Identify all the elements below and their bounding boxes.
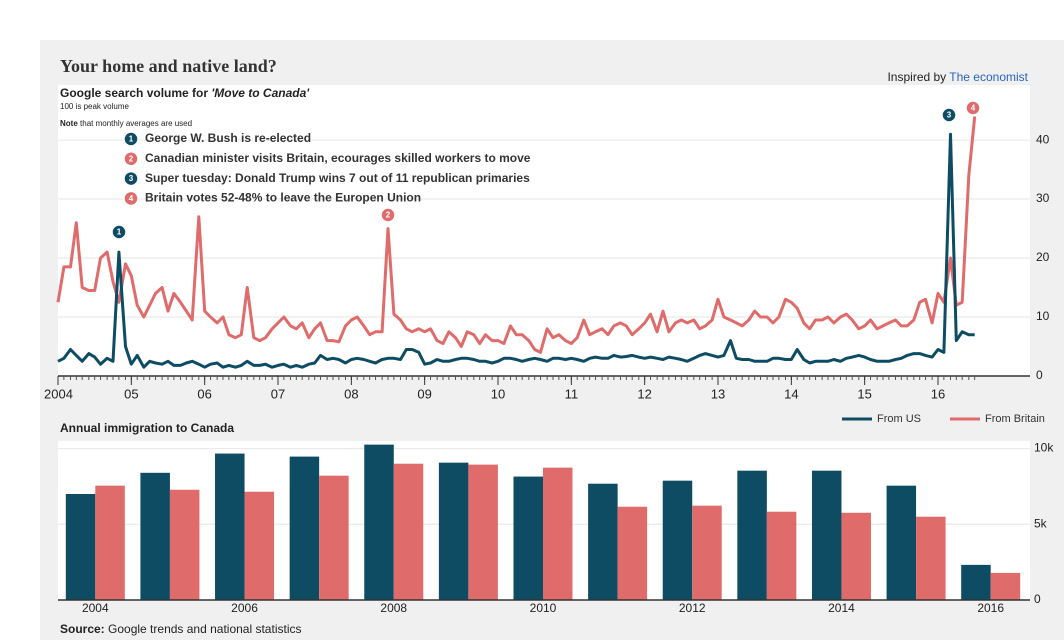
bar <box>811 470 842 600</box>
y-tick-label: 20 <box>1036 250 1050 264</box>
x-tick-label: 15 <box>857 386 871 401</box>
annotation-number: 1 <box>117 228 122 237</box>
annotation-text: Canadian minister visits Britain, ecoura… <box>145 151 531 165</box>
legend-marker <box>123 190 139 207</box>
bar <box>916 516 946 600</box>
bar <box>468 464 498 600</box>
x-tick-label: 2006 <box>231 601 258 615</box>
bar <box>319 475 349 600</box>
bar <box>289 456 320 600</box>
bar <box>65 494 96 600</box>
peak-note: 100 is peak volume <box>60 102 129 111</box>
legend-number: 4 <box>129 194 134 203</box>
bar <box>886 485 917 600</box>
x-tick-label: 14 <box>784 386 798 401</box>
legend-marker <box>123 170 139 187</box>
annotation-text: Super tuesday: Donald Trump wins 7 out o… <box>145 171 530 185</box>
annotation-marker <box>111 224 127 240</box>
x-tick-label: 07 <box>271 386 285 401</box>
bar <box>662 480 693 600</box>
legend-number: 1 <box>129 135 134 144</box>
x-tick-label: 06 <box>197 386 211 401</box>
legend-label: From Britain <box>985 413 1045 425</box>
x-tick-label: 16 <box>931 386 945 401</box>
credit: Inspired by The economist <box>887 70 1028 84</box>
bar <box>215 453 245 600</box>
bar <box>393 463 424 600</box>
annotation-marker <box>941 107 957 123</box>
bar-title: Annual immigration to Canada <box>60 421 234 435</box>
x-tick-label: 2008 <box>380 601 407 615</box>
bar <box>364 444 394 600</box>
y-tick-label: 0 <box>1034 592 1041 606</box>
legend-number: 3 <box>129 174 134 183</box>
x-tick-label: 13 <box>711 386 725 401</box>
annotation-number: 2 <box>386 211 391 220</box>
note-label: Note <box>60 119 78 128</box>
credit-prefix: Inspired by <box>887 70 946 84</box>
annotation-number: 3 <box>947 111 952 120</box>
bar <box>737 470 767 600</box>
legend-marker <box>123 131 139 147</box>
line-series <box>56 116 977 354</box>
plot-background <box>58 85 1030 376</box>
bar <box>140 472 170 600</box>
bar <box>766 511 797 600</box>
y-tick-label: 10k <box>1034 441 1054 455</box>
legend-marker <box>123 151 139 167</box>
bar <box>961 564 991 600</box>
x-tick-label: 05 <box>124 386 138 401</box>
x-tick-label: 08 <box>344 386 358 401</box>
legend-number: 2 <box>129 154 134 163</box>
credit-link[interactable]: The economist <box>949 70 1028 84</box>
bar <box>438 462 469 600</box>
bar <box>692 505 722 600</box>
x-tick-label: 09 <box>417 386 431 401</box>
bar <box>617 506 648 600</box>
y-tick-label: 40 <box>1036 132 1050 146</box>
annotation-text: Britain votes 52-48% to leave the Europe… <box>145 191 421 205</box>
y-tick-label: 10 <box>1036 309 1050 323</box>
y-tick-label: 0 <box>1036 368 1043 382</box>
note: Note that monthly averages are used <box>60 119 192 128</box>
annotation-text: George W. Bush is re-elected <box>145 131 311 145</box>
subtitle-query: 'Move to Canada' <box>211 86 310 100</box>
bar <box>244 491 275 600</box>
bar <box>513 476 543 600</box>
x-tick-label: 2010 <box>530 601 557 615</box>
x-tick-label: 11 <box>565 386 579 401</box>
source: Source: Google trends and national stati… <box>60 622 301 636</box>
annotation-marker <box>380 207 396 223</box>
subtitle: Google search volume for 'Move to Canada… <box>60 86 310 100</box>
x-tick-label: 2014 <box>828 601 855 615</box>
x-tick-label: 2016 <box>977 601 1004 615</box>
y-tick-label: 5k <box>1034 516 1048 530</box>
y-tick-label: 30 <box>1036 191 1050 205</box>
source-text: Google trends and national statistics <box>108 622 301 636</box>
x-tick-label: 2004 <box>82 601 109 615</box>
annotation-number: 4 <box>971 104 976 113</box>
bar <box>588 483 618 600</box>
x-tick-label: 2004 <box>44 386 73 401</box>
line-series <box>57 132 975 369</box>
bar <box>990 572 1021 600</box>
x-tick-label: 12 <box>637 386 651 401</box>
bar <box>169 489 200 600</box>
bar <box>841 512 871 600</box>
x-tick-label: 2012 <box>679 601 706 615</box>
page-title: Your home and native land? <box>60 56 277 76</box>
legend-label: From US <box>877 413 921 425</box>
source-label: Source: <box>60 622 105 636</box>
bar <box>95 485 125 600</box>
x-tick-label: 10 <box>491 386 505 401</box>
subtitle-text: Google search volume for <box>60 86 208 100</box>
note-text: that monthly averages are used <box>80 119 192 128</box>
annotation-marker <box>965 100 981 116</box>
bar <box>543 467 573 600</box>
